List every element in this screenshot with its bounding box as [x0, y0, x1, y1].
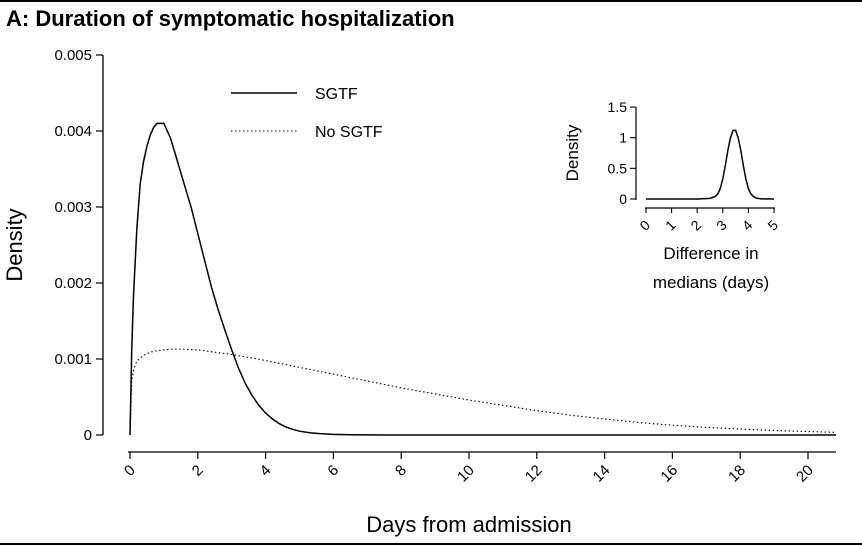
legend: SGTF No SGTF	[231, 86, 383, 141]
x-axis-title: Days from admission	[366, 512, 571, 537]
inset-x-tick-label: 1	[662, 217, 679, 234]
y-axis-title: Density	[2, 208, 27, 281]
y-tick-label: 0.002	[54, 275, 92, 292]
x-tick-label: 0	[121, 462, 139, 480]
x-tick-label: 10	[454, 462, 478, 486]
x-tick-label: 8	[392, 462, 410, 480]
inset-x-axis-title-line1: Difference in	[663, 244, 758, 263]
x-tick-label: 6	[324, 462, 342, 480]
inset-x-tick-label: 2	[687, 217, 704, 234]
inset-x-axis-title-line2: medians (days)	[653, 273, 769, 292]
y-tick-label: 0.005	[54, 47, 92, 64]
x-tick-label: 20	[793, 462, 817, 486]
inset-x-tick-label: 0	[636, 217, 653, 234]
inset-y-tick-label: 0	[619, 191, 627, 207]
inset-x-tick-label: 4	[739, 217, 756, 234]
series-line-no-sgtf	[129, 348, 837, 436]
x-tick-label: 16	[657, 462, 681, 486]
chart-title: A: Duration of symptomatic hospitalizati…	[6, 6, 455, 31]
y-tick-label: 0	[84, 427, 92, 444]
inset-y-ticks: 0 0.5 1 1.5	[608, 99, 636, 207]
inset-y-tick-label: 0.5	[608, 160, 628, 176]
x-tick-label: 18	[725, 462, 749, 486]
x-tick-label: 2	[189, 462, 207, 480]
x-ticks: 0 2 4 6 8 10 12 14 16 18 20	[121, 452, 817, 486]
x-tick-label: 4	[257, 462, 275, 480]
inset-y-axis-title: Density	[563, 124, 582, 181]
inset-x-tick-label: 3	[713, 217, 730, 234]
inset-x-tick-label: 5	[764, 217, 781, 234]
legend-label-no-sgtf: No SGTF	[315, 124, 383, 141]
series-line-sgtf	[129, 122, 836, 436]
inset-y-tick-label: 1.5	[608, 99, 628, 115]
y-tick-label: 0.004	[54, 123, 92, 140]
inset-series-line	[646, 129, 775, 200]
y-tick-label: 0.001	[54, 351, 92, 368]
legend-label-sgtf: SGTF	[315, 86, 358, 103]
y-tick-label: 0.003	[54, 199, 92, 216]
y-ticks: 0 0.001 0.002 0.003 0.004 0.005	[54, 47, 103, 444]
inset-y-tick-label: 1	[619, 130, 627, 146]
x-tick-label: 12	[522, 462, 546, 486]
x-tick-label: 14	[590, 462, 614, 486]
